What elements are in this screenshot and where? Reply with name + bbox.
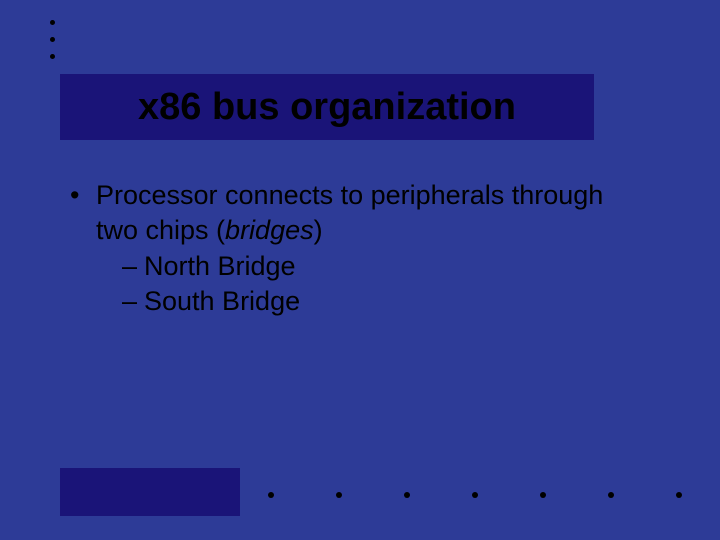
sub-item-text: North Bridge — [144, 249, 296, 284]
slide-body: • Processor connects to peripherals thro… — [70, 178, 650, 318]
sub-list: – North Bridge – South Bridge — [96, 249, 650, 318]
decor-dot — [472, 492, 478, 498]
bullet-text-italic: bridges — [225, 215, 314, 245]
bullet-text-part: Processor connects to peripherals throug… — [96, 180, 603, 245]
decor-dot — [540, 492, 546, 498]
dash-mark: – — [122, 249, 144, 284]
decor-dot — [404, 492, 410, 498]
decor-dot — [50, 54, 55, 59]
bullet-text: Processor connects to peripherals throug… — [96, 178, 650, 318]
decor-dot — [50, 37, 55, 42]
sub-item-text: South Bridge — [144, 284, 300, 319]
dash-mark: – — [122, 284, 144, 319]
decor-dot — [50, 20, 55, 25]
sub-item: – South Bridge — [96, 284, 650, 319]
decor-dot — [336, 492, 342, 498]
slide: x86 bus organization • Processor connect… — [0, 0, 720, 540]
bullet-text-part: ) — [314, 215, 323, 245]
bullet-mark: • — [70, 178, 96, 318]
decor-dot — [268, 492, 274, 498]
bottom-dot-row — [268, 492, 682, 498]
bullet-item: • Processor connects to peripherals thro… — [70, 178, 650, 318]
sub-item: – North Bridge — [96, 249, 650, 284]
title-bar: x86 bus organization — [60, 74, 594, 140]
bottom-accent-bar — [60, 468, 240, 516]
slide-title: x86 bus organization — [138, 86, 516, 129]
decor-dot — [676, 492, 682, 498]
decor-dot — [608, 492, 614, 498]
top-dot-column — [50, 20, 55, 59]
